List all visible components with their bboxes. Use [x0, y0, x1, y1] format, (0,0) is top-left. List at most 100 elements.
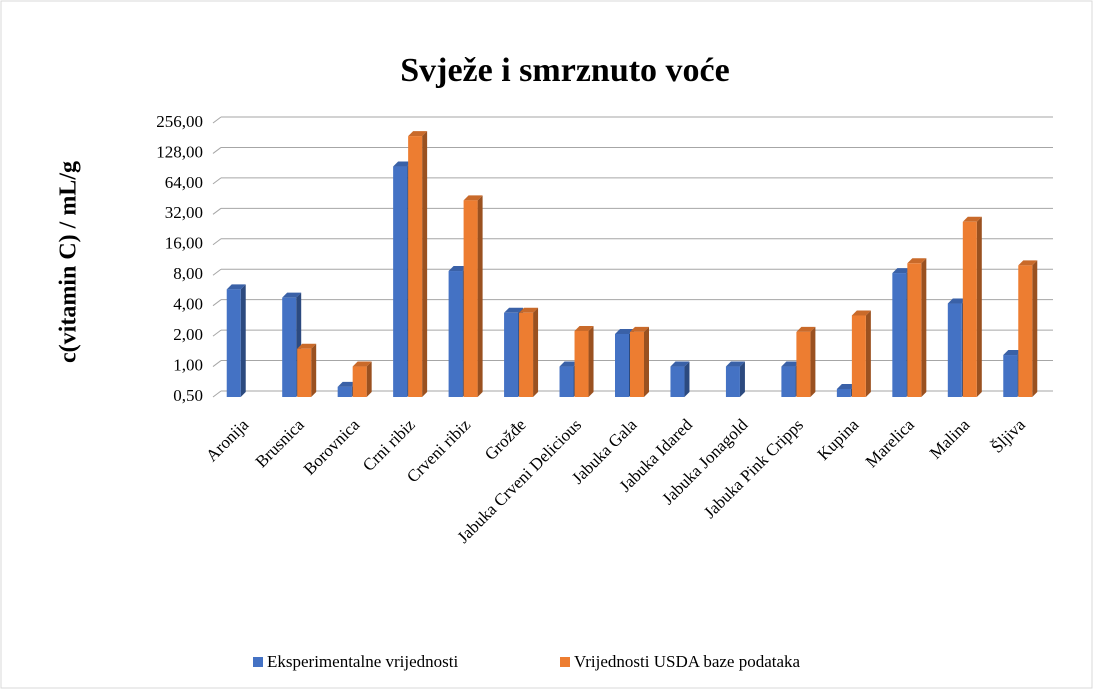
legend-swatch — [253, 657, 263, 667]
bar-top — [892, 268, 912, 274]
bar-front — [836, 388, 851, 397]
bar-side — [921, 258, 927, 397]
bar-top — [226, 284, 246, 290]
bar-top — [1003, 350, 1023, 356]
bar-top — [836, 383, 856, 389]
bar-front — [448, 271, 463, 397]
bar-top — [670, 361, 690, 367]
y-axis-label: c(vitamin C) / mL/g — [56, 161, 82, 363]
bar-front — [408, 136, 423, 397]
grid-line-side — [212, 116, 222, 124]
bar-front — [851, 315, 866, 397]
bar-side — [533, 307, 539, 397]
bar-top — [1018, 260, 1038, 266]
legend-label: Eksperimentalne vrijednosti — [267, 652, 458, 671]
bar — [1018, 260, 1038, 397]
y-tick-label: 256,00 — [156, 112, 203, 131]
bar-top — [282, 292, 302, 298]
grid-line-side — [212, 238, 222, 246]
bar — [463, 195, 483, 397]
bar-top — [519, 307, 539, 313]
bar-front — [615, 333, 629, 397]
bar-front — [630, 331, 644, 397]
bar-front — [337, 386, 352, 397]
bar-front — [892, 273, 907, 397]
bar-front — [781, 366, 796, 397]
bar-front — [670, 366, 685, 397]
bar-side — [311, 343, 317, 397]
bar-side — [684, 361, 690, 397]
bar-top — [352, 361, 372, 367]
bar-top — [962, 216, 982, 222]
bar — [226, 284, 246, 397]
bar-top — [408, 131, 428, 137]
bar-top — [907, 258, 927, 264]
grid-line-side — [212, 329, 222, 337]
bar — [962, 216, 982, 397]
bar-top — [574, 325, 594, 331]
bar — [352, 361, 372, 397]
grid-line-side — [212, 268, 222, 276]
bar-front — [1003, 355, 1018, 397]
y-tick-label: 16,00 — [165, 234, 203, 253]
bar-front — [559, 366, 574, 397]
chart-title: Svježe i smrznuto voće — [400, 52, 730, 89]
bar-top — [725, 361, 745, 367]
bar-top — [448, 266, 468, 272]
bar-front — [947, 303, 962, 397]
bar-front — [574, 330, 589, 397]
bar-top — [337, 381, 357, 387]
bar-side — [477, 195, 483, 397]
bar-front — [504, 312, 519, 397]
y-tick-label: 0,50 — [173, 386, 203, 405]
legend-label: Vrijednosti USDA baze podataka — [574, 652, 801, 671]
bar-side — [644, 326, 649, 397]
bar — [408, 131, 428, 397]
bar-side — [976, 216, 982, 397]
y-tick-label: 64,00 — [165, 173, 203, 192]
bar — [670, 361, 690, 397]
bar-front — [962, 221, 977, 397]
bar — [907, 258, 927, 397]
grid-line-side — [212, 299, 222, 307]
y-tick-label: 1,00 — [173, 355, 203, 374]
bar-top — [796, 326, 816, 332]
bar-front — [226, 289, 241, 397]
bar-front — [393, 166, 408, 397]
bar-top — [851, 310, 871, 316]
bar-side — [366, 361, 372, 397]
bar-side — [588, 325, 594, 397]
bar-front — [725, 366, 740, 397]
bar-top — [463, 195, 483, 201]
legend-swatch — [560, 657, 570, 667]
y-tick-label: 2,00 — [173, 325, 203, 344]
grid-line-side — [212, 390, 222, 398]
bar-top — [504, 307, 524, 313]
bar-side — [810, 326, 816, 397]
bar-front — [1018, 265, 1033, 397]
bar-front — [352, 366, 367, 397]
y-tick-label: 128,00 — [156, 142, 203, 161]
bar-top — [615, 328, 634, 334]
bar — [519, 307, 539, 397]
bar-front — [907, 263, 922, 397]
bar-front — [282, 297, 297, 397]
grid-line-side — [212, 360, 222, 367]
bar-top — [630, 326, 649, 332]
bar-top — [297, 343, 317, 349]
bar-top — [559, 361, 579, 367]
bar-side — [739, 361, 745, 397]
bar-front — [297, 348, 312, 397]
bar-side — [1032, 260, 1038, 397]
grid-line-side — [212, 177, 222, 185]
bar — [574, 325, 594, 397]
bar-top — [393, 161, 413, 167]
bar-top — [947, 298, 967, 304]
bar-front — [796, 331, 811, 397]
bar-side — [865, 310, 871, 397]
bar-front — [519, 312, 534, 397]
y-tick-label: 32,00 — [165, 203, 203, 222]
bar — [725, 361, 745, 397]
